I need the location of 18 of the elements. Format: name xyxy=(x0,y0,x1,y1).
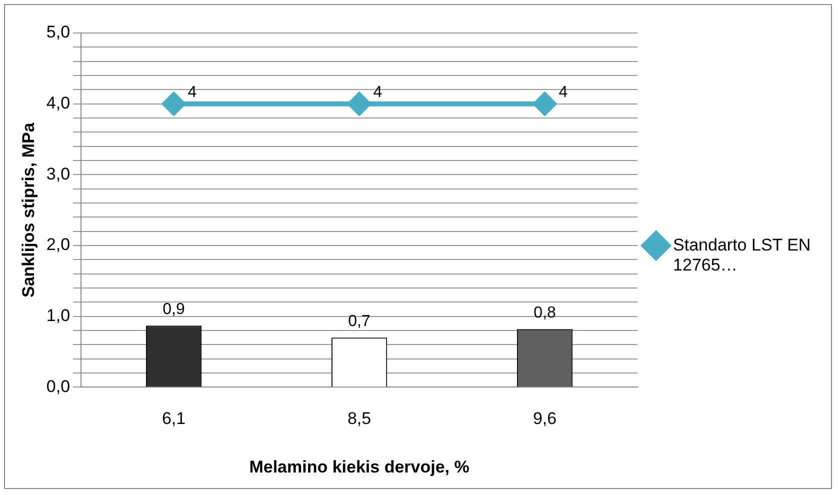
data-label: 4 xyxy=(558,84,568,102)
x-axis-title: Melamino kiekis dervoje, % xyxy=(249,457,470,476)
data-label: 0,8 xyxy=(534,304,556,322)
y-tick-label: 4,0 xyxy=(46,94,70,113)
y-tick-label: 3,0 xyxy=(46,164,70,184)
y-tick-label: 0,0 xyxy=(46,376,70,396)
data-label: 0,7 xyxy=(348,313,371,330)
y-tick-label: 1,0 xyxy=(46,306,70,326)
x-tick-label: 9,6 xyxy=(532,409,557,428)
legend-label: Standarto LST EN 12765… xyxy=(673,235,811,275)
x-tick-label: 6,1 xyxy=(162,409,186,428)
y-tick-label: 5,0 xyxy=(46,22,70,42)
x-tick-label: 8,5 xyxy=(347,409,372,428)
y-tick-label: 2,0 xyxy=(46,235,70,254)
data-label: 4 xyxy=(188,84,197,102)
data-label: 4 xyxy=(373,84,382,102)
y-axis-title: Sanklijos stipris, MPa xyxy=(18,122,38,298)
data-label: 0,9 xyxy=(162,300,186,318)
